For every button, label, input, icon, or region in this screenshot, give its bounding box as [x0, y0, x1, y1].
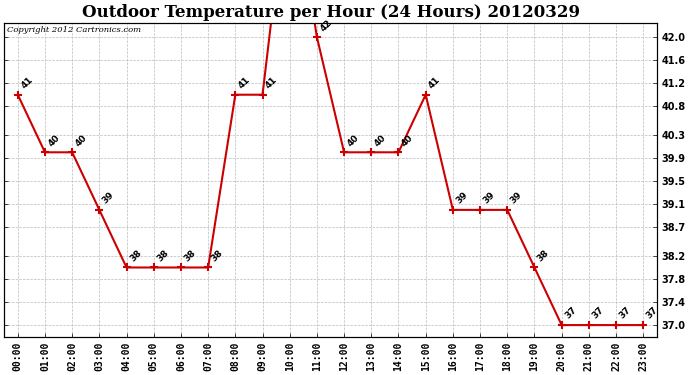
Text: 41: 41	[19, 75, 34, 90]
Text: 38: 38	[155, 248, 170, 263]
Text: 45: 45	[0, 374, 1, 375]
Text: 37: 37	[618, 306, 633, 321]
Text: 37: 37	[563, 306, 578, 321]
Text: 40: 40	[74, 133, 89, 148]
Text: 40: 40	[373, 133, 388, 148]
Text: 40: 40	[46, 133, 61, 148]
Text: 40: 40	[346, 133, 361, 148]
Text: 38: 38	[128, 248, 143, 263]
Text: 42: 42	[318, 18, 333, 33]
Text: 41: 41	[427, 75, 442, 90]
Text: 39: 39	[101, 190, 116, 206]
Text: 38: 38	[536, 248, 551, 263]
Text: 37: 37	[590, 306, 606, 321]
Text: 37: 37	[644, 306, 660, 321]
Text: Copyright 2012 Cartronics.com: Copyright 2012 Cartronics.com	[8, 26, 141, 34]
Text: 39: 39	[509, 190, 524, 206]
Text: 39: 39	[482, 190, 497, 206]
Text: 38: 38	[210, 248, 225, 263]
Text: 38: 38	[182, 248, 197, 263]
Title: Outdoor Temperature per Hour (24 Hours) 20120329: Outdoor Temperature per Hour (24 Hours) …	[81, 4, 580, 21]
Text: 39: 39	[454, 190, 470, 206]
Text: 40: 40	[400, 133, 415, 148]
Text: 41: 41	[237, 75, 252, 90]
Text: 41: 41	[264, 75, 279, 90]
